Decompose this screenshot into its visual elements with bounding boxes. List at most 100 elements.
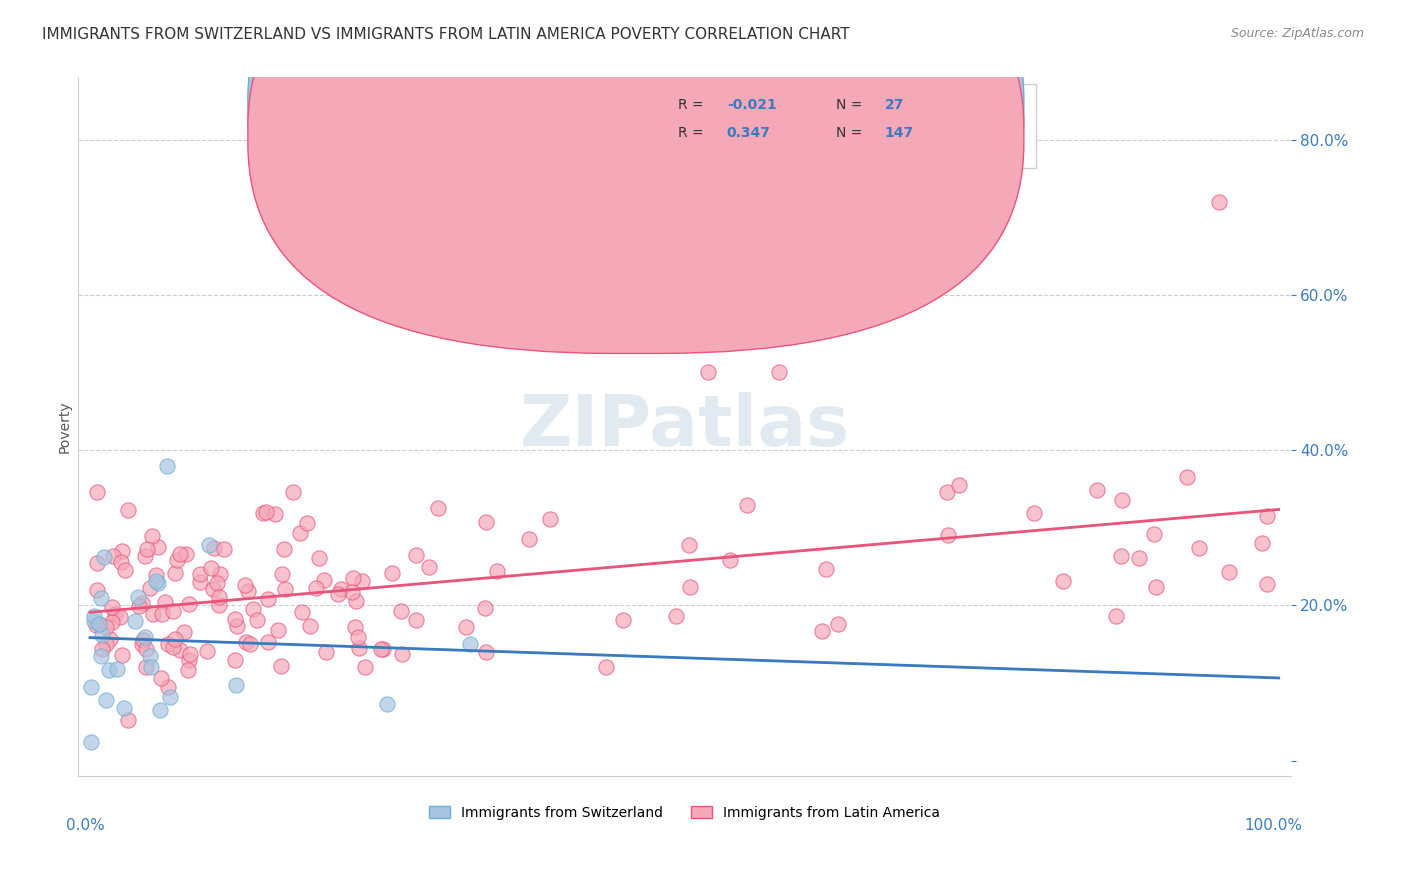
Point <box>342 584 364 599</box>
Point <box>114 563 136 577</box>
Point <box>141 529 163 543</box>
Point <box>454 620 477 634</box>
Point <box>612 613 634 627</box>
Point <box>246 614 269 628</box>
Text: 0.0%: 0.0% <box>66 818 105 833</box>
Text: N =: N = <box>837 127 866 140</box>
Point <box>1111 492 1133 507</box>
Text: R =: R = <box>678 98 709 112</box>
Point <box>157 637 180 651</box>
Point <box>200 561 222 575</box>
Point <box>827 617 849 632</box>
Point <box>131 596 153 610</box>
Point <box>308 551 330 566</box>
Point <box>370 642 392 657</box>
Point <box>165 566 187 581</box>
Point <box>315 645 337 659</box>
Point <box>145 568 167 582</box>
Point <box>257 592 280 607</box>
Point <box>1251 536 1274 550</box>
Point <box>117 503 139 517</box>
Point <box>177 598 200 612</box>
Point <box>177 653 200 667</box>
Point <box>326 587 349 601</box>
Point <box>474 516 496 530</box>
Point <box>354 659 377 673</box>
FancyBboxPatch shape <box>247 0 1024 353</box>
Point <box>1128 550 1150 565</box>
Point <box>948 478 970 492</box>
Point <box>83 614 105 628</box>
Point <box>266 623 288 637</box>
Point <box>93 549 115 564</box>
Point <box>233 578 256 592</box>
Text: ZIPatlas: ZIPatlas <box>519 392 849 461</box>
Point <box>135 542 157 557</box>
Legend: Immigrants from Switzerland, Immigrants from Latin America: Immigrants from Switzerland, Immigrants … <box>423 800 945 825</box>
Point <box>718 553 741 567</box>
Point <box>475 645 498 659</box>
Point <box>1085 483 1108 497</box>
Y-axis label: Poverty: Poverty <box>58 401 72 453</box>
Point <box>224 653 246 667</box>
Point <box>381 566 404 580</box>
Point <box>96 693 118 707</box>
Point <box>142 607 165 621</box>
Point <box>1188 541 1211 555</box>
Point <box>375 697 398 711</box>
Point <box>162 603 184 617</box>
Point <box>1175 470 1198 484</box>
Point <box>405 548 427 562</box>
Point <box>101 549 124 563</box>
Point <box>139 660 162 674</box>
Point <box>678 538 700 552</box>
Point <box>104 607 127 621</box>
Point <box>212 541 235 556</box>
Point <box>135 642 157 657</box>
Point <box>679 580 702 594</box>
Point <box>1256 508 1278 523</box>
Point <box>373 641 395 656</box>
Point <box>111 648 134 662</box>
Point <box>352 574 374 588</box>
Point <box>298 619 321 633</box>
Point <box>207 591 229 605</box>
Point <box>209 567 232 582</box>
Point <box>159 690 181 704</box>
Point <box>305 581 328 595</box>
FancyBboxPatch shape <box>588 85 1036 169</box>
Text: R =: R = <box>678 127 709 140</box>
Point <box>225 678 247 692</box>
Text: N =: N = <box>837 98 866 112</box>
Point <box>344 594 367 608</box>
Point <box>389 604 412 618</box>
Point <box>169 548 191 562</box>
Point <box>105 662 128 676</box>
Point <box>163 632 186 646</box>
Point <box>169 643 191 657</box>
Point <box>460 637 482 651</box>
Point <box>127 591 149 605</box>
Point <box>264 507 287 521</box>
Point <box>166 553 188 567</box>
Point <box>138 649 160 664</box>
Point <box>86 485 108 500</box>
Point <box>111 543 134 558</box>
Point <box>1256 577 1278 591</box>
Point <box>273 542 295 557</box>
Point <box>145 574 167 588</box>
Point <box>254 505 277 519</box>
Point <box>768 366 790 380</box>
Point <box>314 573 336 587</box>
Point <box>224 611 246 625</box>
Point <box>138 581 160 595</box>
Point <box>131 637 153 651</box>
Point <box>162 640 184 655</box>
Point <box>83 608 105 623</box>
Point <box>342 571 364 585</box>
Point <box>195 644 218 658</box>
Text: -0.021: -0.021 <box>727 98 776 112</box>
Point <box>1052 574 1074 589</box>
Point <box>474 601 496 615</box>
Point <box>179 648 201 662</box>
